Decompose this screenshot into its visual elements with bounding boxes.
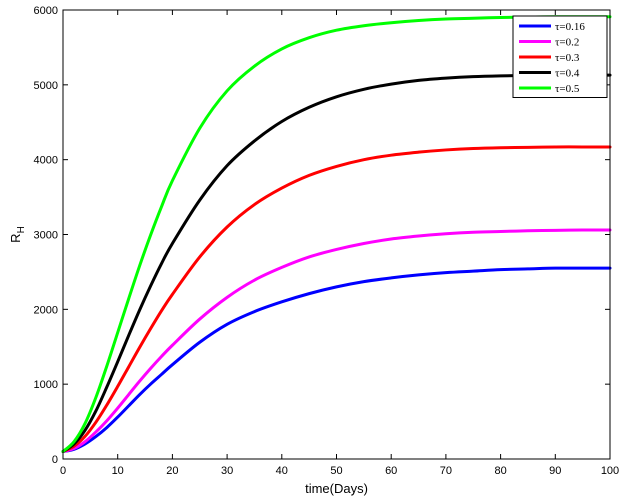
x-axis-label: time(Days) [305,481,368,496]
x-tick-label: 30 [221,465,233,477]
y-axis-label: RH [8,226,27,243]
x-tick-label: 10 [112,465,124,477]
x-tick-label: 90 [549,465,561,477]
y-tick-label: 2000 [34,304,58,316]
series-line-3 [61,73,612,454]
series-line-1 [61,228,612,454]
legend-label-2: τ=0.3 [555,52,580,64]
y-axis-label-main: R [8,233,23,242]
y-tick-label: 0 [52,454,58,466]
x-tick-label: 60 [385,465,397,477]
x-tick-label: 40 [276,465,288,477]
x-tick-label: 0 [60,465,66,477]
legend-label-4: τ=0.5 [555,83,580,95]
series-line-2 [61,145,612,454]
x-tick-label: 20 [166,465,178,477]
legend-label-1: τ=0.2 [555,37,579,49]
series-line-0 [61,266,612,454]
x-tick-label: 70 [440,465,452,477]
x-tick-label: 80 [494,465,506,477]
legend-label-3: τ=0.4 [555,68,580,80]
series-line-4 [61,15,612,454]
y-tick-label: 5000 [34,80,58,92]
x-tick-label: 50 [330,465,342,477]
y-tick-label: 6000 [34,5,58,17]
legend-label-0: τ=0.16 [555,21,585,33]
x-tick-label: 100 [601,465,619,477]
y-tick-label: 1000 [34,379,58,391]
y-tick-label: 3000 [34,230,58,242]
y-axis-label-subscript: H [16,226,27,233]
y-tick-label: 4000 [34,155,58,167]
